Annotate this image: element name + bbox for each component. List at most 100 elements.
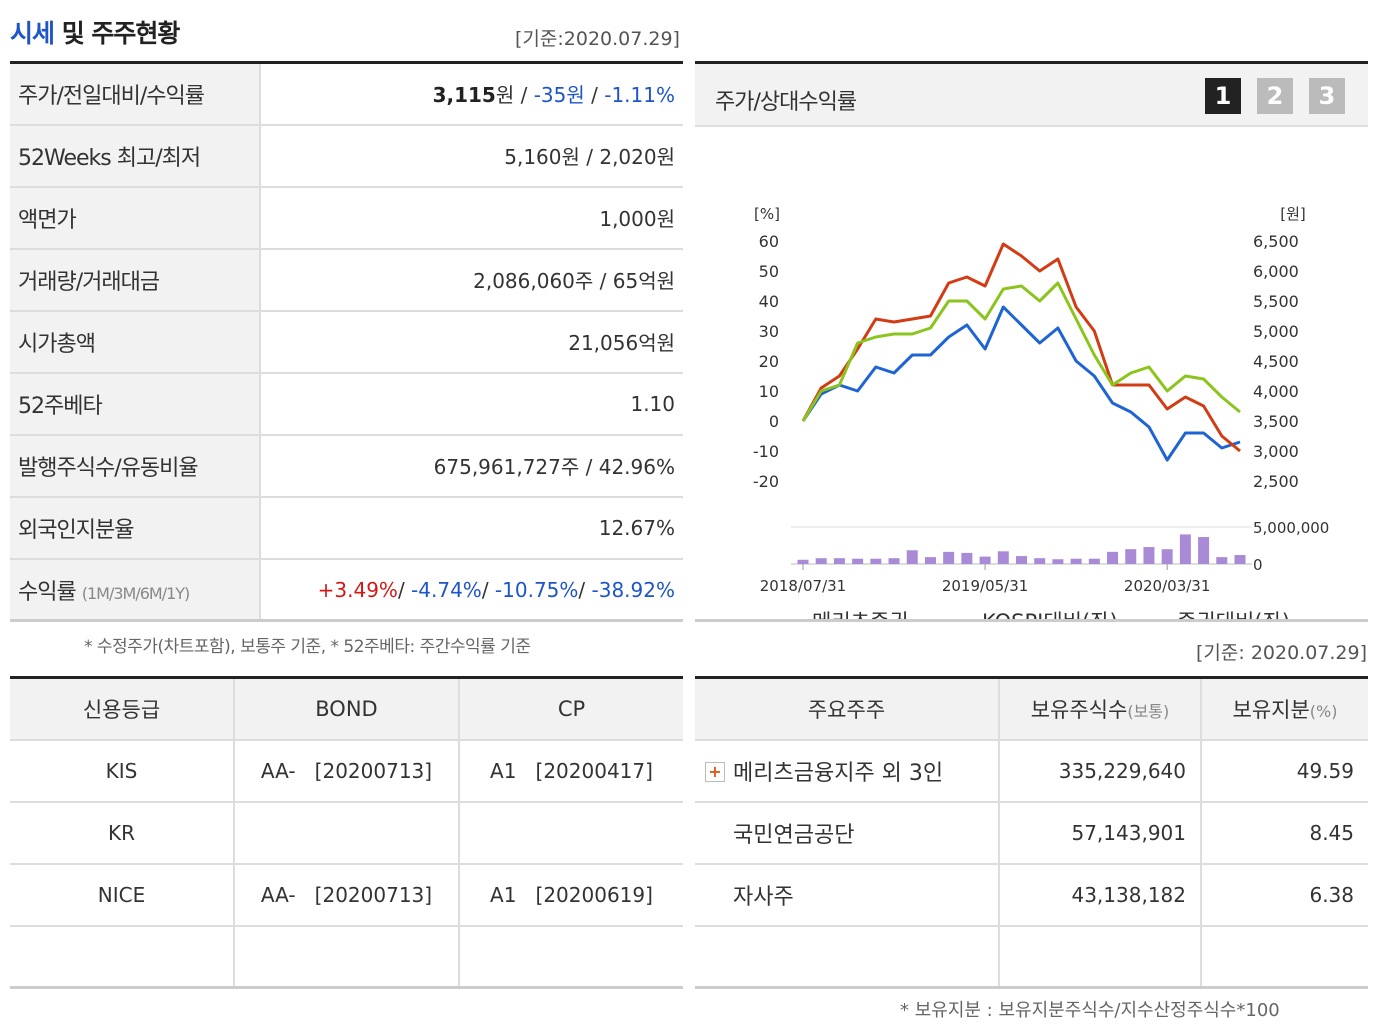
right-tick-label: 4,000: [1253, 382, 1299, 401]
volume-bar: [1216, 557, 1228, 564]
table-divider: [10, 619, 683, 622]
table-row: 외국인지분율 12.67%: [10, 496, 683, 559]
chart-tab-2-button[interactable]: 2: [1257, 78, 1293, 114]
bond-rating: AA- [20200713]: [234, 739, 460, 802]
column-header: CP: [459, 677, 683, 740]
return-1m: +3.49%: [317, 577, 398, 602]
volume-bar: [1125, 549, 1137, 564]
table-divider: [10, 986, 683, 989]
title-highlight: 시세: [10, 19, 55, 48]
x-tick-label: 2019/05/31: [942, 577, 1028, 595]
volume-bar: [833, 558, 845, 564]
rating-agency: KIS: [10, 739, 235, 802]
column-header: 신용등급: [10, 677, 235, 740]
left-tick-label: 30: [759, 322, 779, 341]
right-tick-label: 5,000: [1253, 322, 1299, 341]
chart-tab-1-button[interactable]: 1: [1205, 78, 1241, 114]
page-title: 시세 및 주주현황: [10, 14, 180, 50]
row-label: 외국인지분율: [10, 496, 261, 559]
column-header-holder: 주요주주: [695, 677, 1000, 740]
return-6m: -10.75%: [494, 577, 579, 602]
price-rate: -1.11%: [604, 83, 675, 108]
volume-bar: [1143, 547, 1155, 564]
table-row: 자사주 43,138,182 6.38: [695, 863, 1368, 926]
table-row: 액면가 1,000원: [10, 186, 683, 249]
base-date: [기준:2020.07.29]: [515, 28, 680, 50]
volume-bar: [870, 558, 882, 564]
x-tick-label: 2018/07/31: [760, 577, 846, 595]
volume-bar: [1070, 558, 1082, 564]
volume-bar: [888, 558, 900, 564]
volume-bar: [1016, 556, 1027, 564]
volume-bar: [1234, 555, 1246, 564]
right-tick-label: 2,500: [1253, 472, 1299, 491]
row-label: 52Weeks 최고/최저: [10, 124, 261, 187]
volume-bar: [815, 558, 827, 564]
table-row: [10, 925, 683, 988]
cp-rating: [459, 926, 683, 988]
bond-rating: AA- [20200713]: [234, 863, 460, 926]
row-value: 21,056억원: [568, 331, 675, 355]
table-header-row: 주요주주 보유주식수(보통) 보유지분(%): [695, 677, 1368, 740]
right-tick-label: 4,500: [1253, 352, 1299, 371]
volume-bar: [906, 550, 918, 564]
table-row: + 메리츠금융지주 외 3인 335,229,640 49.59: [695, 739, 1368, 802]
volume-bar: [1088, 558, 1100, 564]
price-value-cell: 3,115원 / -35원 / -1.11%: [260, 63, 683, 125]
legend-label: 메리츠증권: [812, 610, 909, 619]
return-3m: -4.74%: [411, 577, 482, 602]
volume-bar: [1107, 551, 1119, 564]
separator: /: [584, 83, 605, 108]
right-tick-label: 3,000: [1253, 442, 1299, 461]
volume-bar: [797, 559, 809, 564]
table-row: 수익률 (1M/3M/6M/1Y) +3.49%/ -4.74%/ -10.75…: [10, 558, 683, 621]
table-row: 국민연금공단 57,143,901 8.45: [695, 801, 1368, 864]
shares-header-sub: (보통): [1127, 701, 1170, 721]
price-unit: 원: [495, 83, 515, 108]
legend-label: KOSPI대비(좌): [982, 610, 1118, 619]
volume-bar: [943, 551, 955, 564]
volume-bar: [1052, 559, 1064, 564]
series-line: [801, 242, 1241, 453]
ratio-header: 보유지분: [1232, 697, 1310, 722]
left-tick-label: 50: [759, 262, 779, 281]
holder-ratio: 49.59: [1296, 758, 1354, 783]
chart-panel: 주가/상대수익률 1 2 3 [%] [원] 60 50 40 30 20 10 0 -10 -20…: [695, 61, 1368, 664]
price-table: 주가/전일대비/수익률 3,115원 / -35원 / -1.11% 52Wee…: [10, 61, 683, 622]
chart-title: 주가/상대수익률: [715, 90, 857, 115]
expand-plus-icon[interactable]: +: [705, 761, 725, 782]
volume-bar: [961, 552, 973, 564]
row-label: 주가/전일대비/수익률: [10, 62, 261, 125]
row-value: 1.10: [630, 391, 675, 416]
table-row: 52Weeks 최고/최저 5,160원 / 2,020원: [10, 124, 683, 187]
shareholder-footnote: * 보유지분 : 보유지분주식수/지수산정주식수*100: [900, 1000, 1280, 1021]
left-tick-label: 20: [759, 352, 779, 371]
volume-bar: [1161, 549, 1173, 564]
row-value: 12.67%: [598, 515, 675, 540]
chart-tab-3-button[interactable]: 3: [1309, 78, 1345, 114]
cp-rating: A1 [20200417]: [490, 758, 653, 783]
table-row: 주가/전일대비/수익률 3,115원 / -35원 / -1.11%: [10, 62, 683, 125]
base-date-shareholders: [기준: 2020.07.29]: [1196, 642, 1368, 664]
separator: /: [514, 83, 534, 108]
table-header-row: 신용등급 BOND CP: [10, 677, 683, 740]
holder-name: 국민연금공단: [695, 801, 1000, 864]
volume-bar: [1179, 534, 1191, 564]
holder-ratio: 8.45: [1309, 820, 1354, 845]
volume-bar: [997, 551, 1009, 564]
returns-value-cell: +3.49%/ -4.74%/ -10.75%/ -38.92%: [317, 577, 675, 602]
holder-shares: 57,143,901: [999, 801, 1202, 864]
rating-agency: NICE: [10, 863, 235, 926]
chart-divider: [695, 619, 1368, 622]
volume-bar: [1034, 558, 1046, 564]
volume-tick-label: 5,000,000: [1253, 519, 1329, 537]
table-row: KIS AA- [20200713] A1 [20200417]: [10, 739, 683, 802]
return-1y: -38.92%: [591, 577, 675, 602]
volume-bar: [852, 558, 864, 564]
right-tick-label: 3,500: [1253, 412, 1299, 431]
row-label: 52주베타: [10, 372, 261, 435]
row-label: 수익률 (1M/3M/6M/1Y): [10, 558, 261, 621]
volume-bar: [979, 556, 991, 564]
left-tick-label: 40: [759, 292, 779, 311]
row-label: 발행주식수/유동비율: [10, 434, 261, 497]
